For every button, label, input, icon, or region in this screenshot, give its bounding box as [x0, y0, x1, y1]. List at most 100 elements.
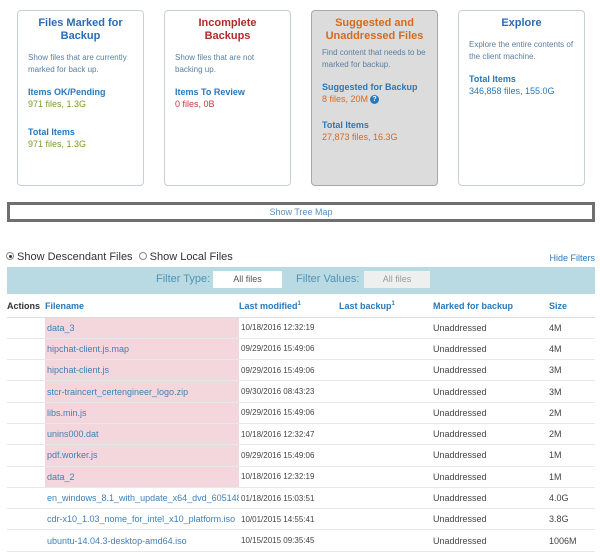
help-icon[interactable]: ?: [370, 95, 380, 104]
local-label[interactable]: Show Local Files: [149, 251, 233, 263]
table-row[interactable]: libs.min.js 09/29/2016 15:49:06 Unaddresse…: [7, 402, 595, 424]
row-actions[interactable]: [7, 529, 45, 552]
col-actions: Actions: [7, 296, 45, 318]
row-marked[interactable]: Unaddressed: [433, 359, 549, 382]
footnote-marker: 1: [391, 301, 395, 308]
row-backup: [339, 423, 433, 446]
row-backup: [339, 508, 433, 531]
row-backup: [339, 402, 433, 424]
row-filename[interactable]: ubuntu-14.04.3-desktop-amd64.iso: [45, 529, 239, 552]
row-actions[interactable]: [7, 487, 45, 510]
row-modified: 09/29/2016 15:49:06: [239, 444, 339, 467]
card-title: Explore: [501, 17, 542, 29]
row-modified: 09/29/2016 15:49:06: [239, 359, 339, 382]
table-row[interactable]: pdf.worker.js 09/29/2016 15:49:06 Unaddres…: [7, 444, 595, 467]
total-items-label[interactable]: Total Items: [469, 74, 516, 84]
total-items-label[interactable]: Total Items: [28, 127, 75, 137]
show-tree-map-button[interactable]: Show Tree Map: [7, 202, 595, 222]
filter-values-select[interactable]: All files: [364, 271, 430, 288]
row-backup: [339, 380, 433, 403]
row-backup: [339, 444, 433, 467]
hide-filters-link[interactable]: Hide Filters: [549, 253, 595, 263]
row-marked[interactable]: Unaddressed: [433, 402, 549, 424]
row-marked[interactable]: Unaddressed: [433, 338, 549, 361]
col-marked-for-backup[interactable]: Marked for backup: [433, 296, 549, 318]
row-marked[interactable]: Unaddressed: [433, 317, 549, 339]
row-size: 1M: [549, 444, 595, 467]
items-to-review-label[interactable]: Items To Review: [175, 87, 245, 97]
row-filename[interactable]: pdf.worker.js: [45, 444, 239, 467]
col-last-modified[interactable]: Last modified1: [239, 296, 339, 318]
card-marked-for-backup[interactable]: Files Marked for Backup Show files that …: [17, 10, 144, 186]
footnote-marker: 1: [297, 301, 301, 308]
descendant-label[interactable]: Show Descendant Files: [17, 251, 133, 263]
table-row[interactable]: data_2 10/18/2016 12:32:19 Unaddressed 1M: [7, 466, 595, 488]
table-row[interactable]: hipchat-client.js 09/29/2016 15:49:06 Unad…: [7, 359, 595, 382]
table-row[interactable]: data_3 10/18/2016 12:32:19 Unaddressed 4M: [7, 317, 595, 339]
row-filename[interactable]: hipchat-client.js.map: [45, 338, 239, 361]
table-row[interactable]: ubuntu-14.04.3-desktop-amd64.iso 10/15/20…: [7, 529, 595, 552]
items-to-review-value: 0 files, 0B: [175, 99, 215, 109]
card-description: Show files that are currently marked for…: [28, 53, 127, 74]
descendant-radio[interactable]: [6, 252, 14, 260]
row-filename[interactable]: cdr-x10_1.03_nome_for_intel_x10_platform…: [45, 508, 239, 531]
table-row[interactable]: cdr-x10_1.03_nome_for_intel_x10_platform…: [7, 508, 595, 531]
row-size: 4.0G: [549, 487, 595, 510]
row-backup: [339, 338, 433, 361]
row-marked[interactable]: Unaddressed: [433, 444, 549, 467]
row-filename[interactable]: en_windows_8.1_with_update_x64_dvd_60514…: [45, 487, 239, 510]
row-filename[interactable]: libs.min.js: [45, 402, 239, 424]
filter-type-select[interactable]: All files: [213, 271, 282, 288]
table-row[interactable]: stcr-traincert_certengineer_logo.zip 09/3…: [7, 380, 595, 403]
table-header: Actions Filename Last modified1 Last bac…: [7, 296, 595, 318]
card-title: Files Marked for Backup: [38, 17, 123, 42]
card-description: Show files that are not backing up.: [175, 53, 255, 74]
row-filename[interactable]: unins000.dat: [45, 423, 239, 446]
row-modified: 09/29/2016 15:49:06: [239, 402, 339, 424]
row-filename[interactable]: data_3: [45, 317, 239, 339]
table-row[interactable]: unins000.dat 10/18/2016 12:32:47 Unaddress…: [7, 423, 595, 446]
row-marked[interactable]: Unaddressed: [433, 423, 549, 446]
row-size: 2M: [549, 402, 595, 424]
row-actions[interactable]: [7, 444, 45, 467]
row-actions[interactable]: [7, 423, 45, 446]
row-actions[interactable]: [7, 508, 45, 531]
col-size[interactable]: Size: [549, 296, 595, 318]
row-actions[interactable]: [7, 380, 45, 403]
row-size: 3.8G: [549, 508, 595, 531]
card-suggested-unaddressed[interactable]: Suggested and Unaddressed Files Find con…: [311, 10, 438, 186]
row-marked[interactable]: Unaddressed: [433, 487, 549, 510]
row-modified: 10/18/2016 12:32:19: [239, 317, 339, 339]
total-items-label[interactable]: Total Items: [322, 120, 369, 130]
col-last-backup[interactable]: Last backup1: [339, 296, 433, 318]
col-last-modified-label: Last modified: [239, 301, 298, 312]
row-filename[interactable]: stcr-traincert_certengineer_logo.zip: [45, 380, 239, 403]
table-row[interactable]: en_windows_8.1_with_update_x64_dvd_60514…: [7, 487, 595, 510]
card-incomplete-backups[interactable]: Incomplete Backups Show files that are n…: [164, 10, 291, 186]
row-marked[interactable]: Unaddressed: [433, 529, 549, 552]
row-backup: [339, 487, 433, 510]
row-backup: [339, 466, 433, 488]
row-marked[interactable]: Unaddressed: [433, 508, 549, 531]
filter-type-label: Filter Type:: [156, 273, 211, 285]
filter-values-label: Filter Values:: [296, 273, 360, 285]
col-filename[interactable]: Filename: [45, 296, 239, 318]
row-actions[interactable]: [7, 317, 45, 339]
card-explore[interactable]: Explore Explore the entire contents of t…: [458, 10, 585, 186]
row-marked[interactable]: Unaddressed: [433, 380, 549, 403]
suggested-for-backup-label[interactable]: Suggested for Backup: [322, 82, 418, 92]
row-actions[interactable]: [7, 466, 45, 488]
row-marked[interactable]: Unaddressed: [433, 466, 549, 488]
row-actions[interactable]: [7, 359, 45, 382]
row-filename[interactable]: data_2: [45, 466, 239, 488]
total-items-value: 971 files, 1.3G: [28, 139, 87, 149]
row-actions[interactable]: [7, 402, 45, 424]
card-description: Find content that needs to be marked for…: [322, 48, 426, 69]
table-row[interactable]: hipchat-client.js.map 09/29/2016 15:49:06…: [7, 338, 595, 361]
view-options: Show Descendant Files Show Local Files: [6, 251, 236, 263]
row-size: 3M: [549, 380, 595, 403]
local-radio[interactable]: [138, 252, 147, 260]
items-ok-pending-label[interactable]: Items OK/Pending: [28, 87, 106, 97]
row-filename[interactable]: hipchat-client.js: [45, 359, 239, 382]
row-actions[interactable]: [7, 338, 45, 361]
